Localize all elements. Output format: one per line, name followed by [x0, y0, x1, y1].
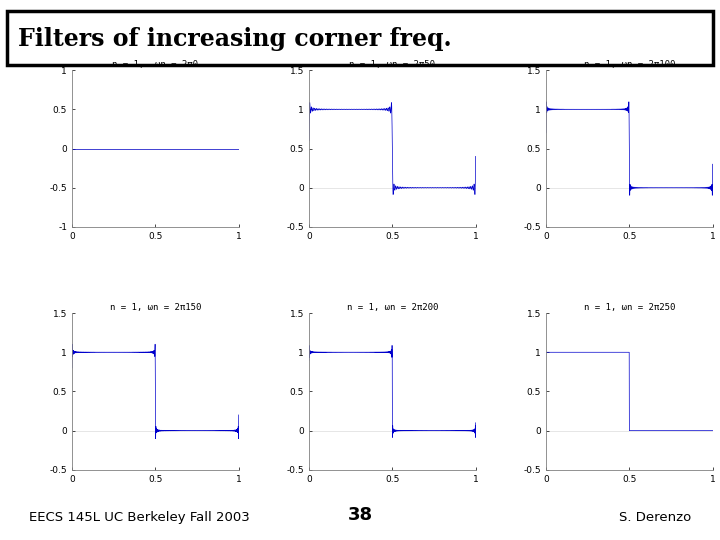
Title: n = 1, ωn = 2π50: n = 1, ωn = 2π50 [349, 60, 436, 70]
Title: n = 1, ωn = 2π200: n = 1, ωn = 2π200 [347, 303, 438, 312]
Title: n = 1, ωn = 2π250: n = 1, ωn = 2π250 [584, 303, 675, 312]
Title: n = 1,  ωn = 2π0: n = 1, ωn = 2π0 [112, 60, 199, 70]
Title: n = 1, ωn = 2π150: n = 1, ωn = 2π150 [109, 303, 201, 312]
Text: 38: 38 [348, 506, 372, 524]
Text: EECS 145L UC Berkeley Fall 2003: EECS 145L UC Berkeley Fall 2003 [29, 511, 250, 524]
Text: Filters of increasing corner freq.: Filters of increasing corner freq. [18, 27, 451, 51]
Text: S. Derenzo: S. Derenzo [619, 511, 691, 524]
Title: n = 1, ωn = 2π100: n = 1, ωn = 2π100 [584, 60, 675, 70]
